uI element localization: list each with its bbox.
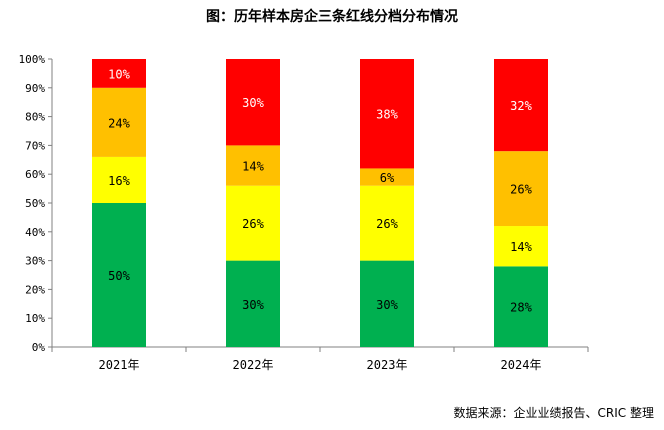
bar-segment bbox=[360, 185, 414, 261]
data-label: 30% bbox=[242, 96, 264, 110]
bars: 50% 16% 24% 10% 30% 26% 14% 30% 30% 26% 6% 38% 28% 14… bbox=[92, 59, 548, 347]
bar-segment bbox=[92, 203, 146, 347]
data-label: 50% bbox=[108, 269, 130, 283]
y-tick-label: 80% bbox=[25, 111, 45, 124]
source-note: 数据来源：企业业绩报告、CRIC 整理 bbox=[453, 406, 654, 420]
bar-segment bbox=[494, 226, 548, 267]
x-axis: 2021年 2022年 2023年 2024年 bbox=[51, 346, 589, 372]
y-tick-label: 60% bbox=[25, 168, 45, 181]
data-label: 14% bbox=[510, 240, 532, 254]
y-tick-label: 50% bbox=[25, 197, 45, 210]
y-tick-label: 100% bbox=[19, 53, 46, 66]
y-tick-label: 40% bbox=[25, 226, 45, 239]
y-tick-label: 70% bbox=[25, 139, 45, 152]
y-tick-label: 90% bbox=[25, 82, 45, 95]
data-label: 26% bbox=[242, 217, 264, 231]
data-label: 10% bbox=[108, 67, 130, 81]
data-label: 16% bbox=[108, 174, 130, 188]
data-label: 28% bbox=[510, 301, 532, 315]
data-label: 24% bbox=[108, 116, 130, 130]
bar-segment bbox=[360, 59, 414, 169]
data-label: 38% bbox=[376, 108, 398, 122]
y-axis: 0% 10% 20% 30% 40% 50% 60% 70% 80% 90% 100% bbox=[19, 53, 53, 354]
y-tick-label: 20% bbox=[25, 283, 45, 296]
bar-segment bbox=[226, 260, 280, 347]
bar-segment bbox=[494, 59, 548, 152]
data-label: 6% bbox=[380, 171, 395, 185]
bar-segment bbox=[226, 185, 280, 261]
x-category-label: 2022年 bbox=[233, 358, 274, 372]
y-tick-label: 30% bbox=[25, 255, 45, 268]
x-category-label: 2021年 bbox=[99, 358, 140, 372]
bar-segment bbox=[360, 260, 414, 347]
bar-segment bbox=[92, 59, 146, 88]
data-label: 14% bbox=[242, 160, 264, 174]
bar-segment bbox=[226, 59, 280, 146]
bar-segment bbox=[494, 151, 548, 227]
bar-segment bbox=[494, 266, 548, 347]
stacked-bar-chart: 0%10%20%30%40%50%60%70%80%90%100% 2021年 2… bbox=[19, 53, 589, 372]
y-tick-label: 10% bbox=[25, 312, 45, 325]
bar-segment bbox=[226, 145, 280, 186]
x-category-label: 2024年 bbox=[501, 358, 542, 372]
data-label: 30% bbox=[242, 298, 264, 312]
data-label: 32% bbox=[510, 99, 532, 113]
x-category-label: 2023年 bbox=[367, 358, 408, 372]
data-label: 26% bbox=[376, 217, 398, 231]
data-label: 26% bbox=[510, 183, 532, 197]
y-tick-label: 0% bbox=[32, 341, 46, 354]
bar-segment bbox=[92, 87, 146, 157]
bar-segment bbox=[360, 168, 414, 186]
chart-title: 图：历年样本房企三条红线分档分布情况 bbox=[206, 9, 458, 25]
bar-segment bbox=[92, 156, 146, 203]
data-label: 30% bbox=[376, 298, 398, 312]
